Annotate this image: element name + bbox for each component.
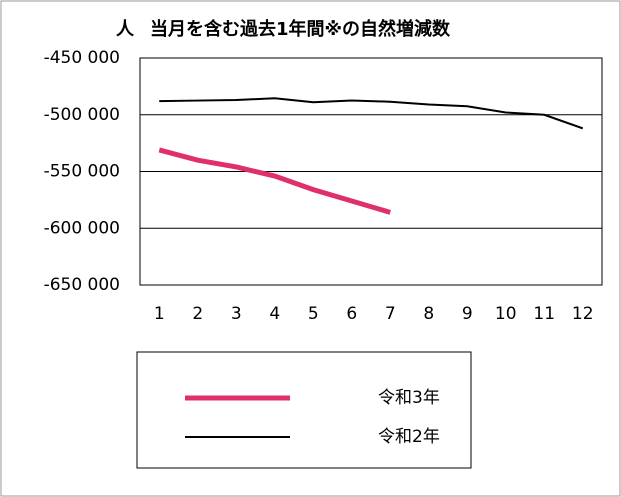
x-tick-label: 10 [495, 304, 517, 324]
y-tick-label: -650 000 [44, 275, 120, 295]
legend [136, 351, 472, 469]
legend-label: 令和3年 [378, 388, 440, 408]
x-tick-label: 11 [533, 304, 555, 324]
x-tick-label: 3 [231, 304, 242, 324]
y-tick-label: -550 000 [44, 162, 120, 182]
legend-label: 令和2年 [378, 427, 440, 447]
x-tick-label: 6 [346, 304, 357, 324]
y-unit: 人 [116, 19, 135, 40]
x-tick-label: 12 [572, 304, 594, 324]
x-tick-label: 2 [192, 304, 203, 324]
x-tick-label: 1 [154, 304, 165, 324]
y-tick-label: -450 000 [44, 48, 120, 68]
x-tick-label: 9 [462, 304, 473, 324]
x-tick-label: 5 [308, 304, 319, 324]
x-tick-label: 8 [423, 304, 434, 324]
series-line [159, 97, 584, 130]
series-line [158, 147, 391, 215]
y-tick-label: -500 000 [44, 105, 120, 125]
x-tick-label: 7 [385, 304, 396, 324]
y-tick-label: -600 000 [44, 218, 120, 238]
chart-title: 当月を含む過去1年間※の自然増減数 [150, 18, 451, 40]
x-tick-label: 4 [269, 304, 280, 324]
